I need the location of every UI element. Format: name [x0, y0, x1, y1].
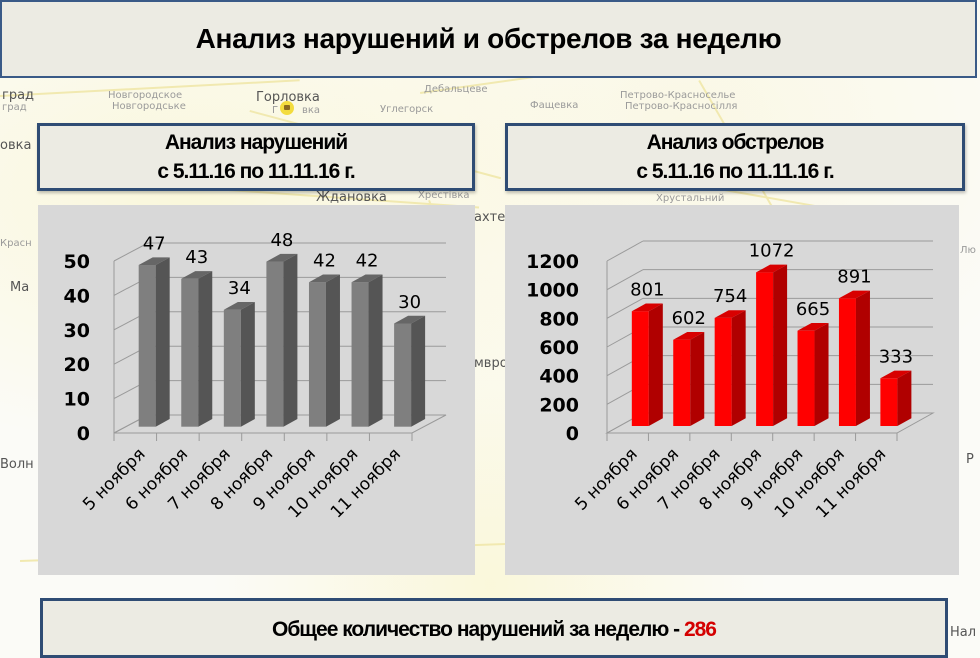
weekly-summary-label: Общее количество нарушений за неделю - [271, 618, 684, 641]
map-place-label: Г [272, 105, 279, 116]
y-tick-label: 10 [64, 389, 90, 411]
y-tick-label: 800 [539, 308, 579, 330]
y-tick-label: 200 [539, 394, 579, 416]
map-place-label: град [2, 88, 35, 103]
map-place-label: Новгородське [112, 101, 186, 112]
shelling-chart-svg: 0 200 400 600 800 1000 1200 801 602 754 1072 665 891… [526, 240, 935, 522]
bar [394, 315, 426, 427]
bar-value-label: 30 [398, 292, 421, 313]
bar [308, 274, 340, 427]
bar [181, 271, 213, 427]
bar-value-label: 34 [228, 278, 251, 299]
map-place-label: мвро [474, 356, 508, 371]
bar-value-label: 43 [185, 247, 208, 268]
page-title-box: Анализ нарушений и обстрелов за неделю [0, 0, 977, 78]
violations-chart: 0 10 20 30 40 50 47 43 34 48 42 42 30 5 ноября 6 ноябр… [38, 205, 475, 575]
map-place-label: град [2, 102, 27, 113]
gridline-depth [606, 269, 644, 291]
map-place-label: Ждановка [316, 190, 387, 205]
bar [880, 370, 912, 426]
bar-value-label: 333 [879, 347, 913, 368]
map-place-label: Нал [950, 625, 977, 640]
map-place-label: Горловка [256, 90, 320, 105]
bar-value-label: 47 [143, 233, 166, 254]
map-location-pin-icon [280, 101, 294, 115]
bar [673, 332, 705, 426]
bar-value-label: 801 [630, 279, 664, 300]
map-place-label: Хрестівка [418, 190, 470, 201]
violations-title: Анализ нарушений [164, 131, 348, 154]
chart-floor [113, 414, 447, 434]
map-place-label: Красн [0, 238, 32, 249]
bar [714, 310, 746, 426]
map-place-label: Ма [10, 280, 30, 295]
page-title: Анализ нарушений и обстрелов за неделю [195, 23, 782, 54]
bar-value-label: 42 [356, 251, 379, 272]
map-place-label: Волн [0, 457, 34, 472]
bar [756, 264, 788, 426]
map-place-label: Новгородское [108, 90, 183, 101]
bar [138, 257, 170, 427]
y-tick-label: 40 [64, 285, 90, 307]
y-tick-label: 600 [539, 337, 579, 359]
bar [797, 322, 829, 426]
chart-floor [605, 412, 935, 434]
shelling-title-box: Анализ обстрелов с 5.11.16 по 11.11.16 г… [505, 123, 965, 191]
map-place-label: Фащевка [530, 100, 579, 111]
shelling-title: Анализ обстрелов [646, 131, 825, 154]
bar-value-label: 602 [672, 308, 706, 329]
bar-value-label: 665 [796, 299, 830, 320]
gridline-depth [113, 242, 149, 262]
y-tick-label: 400 [539, 366, 579, 388]
y-tick-label: 20 [64, 354, 90, 376]
map-place-label: Углегорск [380, 104, 434, 115]
map-place-label: овка [0, 138, 32, 153]
y-tick-label: 50 [64, 251, 90, 273]
bar-value-label: 754 [713, 286, 747, 307]
bar-value-label: 1072 [749, 241, 795, 262]
bar [631, 303, 663, 426]
y-tick-label: 1000 [526, 280, 579, 302]
bar-value-label: 42 [313, 251, 336, 272]
map-place-label: Петрово-Красноселье [620, 90, 736, 101]
shelling-chart: 0 200 400 600 800 1000 1200 801 602 754 1072 665 891… [505, 205, 959, 575]
map-place-label: Р [966, 452, 974, 467]
y-tick-label: 0 [566, 423, 579, 445]
bar [838, 290, 870, 426]
shelling-period: с 5.11.16 по 11.11.16 г. [636, 160, 834, 183]
map-place-label: ахте [474, 210, 506, 225]
map-place-label: Лю [960, 245, 976, 256]
y-tick-label: 0 [77, 423, 90, 445]
map-place-label: Дебальцеве [424, 84, 488, 95]
gridline-depth [606, 240, 644, 262]
gridline-depth [606, 297, 644, 319]
violations-title-box: Анализ нарушений с 5.11.16 по 11.11.16 г… [37, 123, 475, 191]
bar-value-label: 891 [837, 267, 871, 288]
y-tick-label: 30 [64, 320, 90, 342]
bar [223, 302, 255, 427]
map-place-label: Хрустальний [656, 193, 725, 204]
y-tick-label: 1200 [526, 251, 579, 273]
map-place-label: вка [302, 105, 321, 116]
map-place-label: Петрово-Красносілля [625, 101, 738, 112]
weekly-summary-value: 286 [683, 618, 717, 641]
violations-period: с 5.11.16 по 11.11.16 г. [157, 160, 355, 183]
bar [266, 253, 298, 427]
weekly-summary-box: Общее количество нарушений за неделю - 2… [40, 598, 948, 658]
bar [351, 274, 383, 427]
bar-value-label: 48 [270, 230, 293, 251]
